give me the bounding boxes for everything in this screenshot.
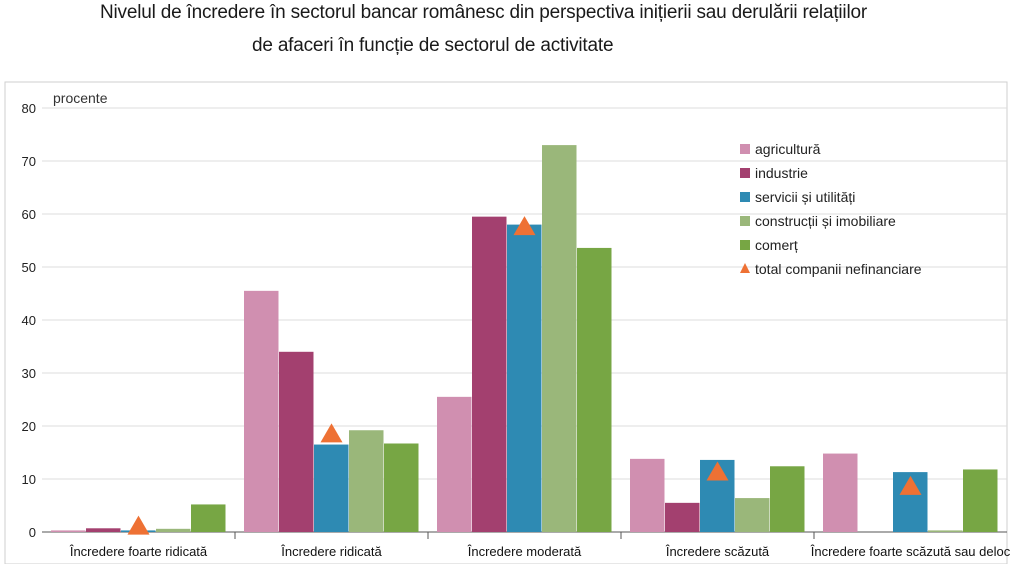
y-tick-label: 80 — [22, 101, 36, 116]
x-tick-label: Încredere moderată — [467, 544, 582, 559]
y-tick-label: 20 — [22, 419, 36, 434]
y-tick-label: 70 — [22, 154, 36, 169]
total-marker — [706, 461, 729, 481]
bar — [507, 224, 542, 532]
bar — [577, 247, 612, 533]
total-marker — [320, 423, 343, 443]
bar — [191, 504, 226, 532]
legend-swatch — [740, 240, 750, 250]
legend-marker — [740, 263, 750, 273]
bar — [665, 502, 700, 532]
total-marker — [127, 515, 150, 535]
legend-label: total companii nefinanciare — [755, 261, 922, 277]
y-tick-label: 40 — [22, 313, 36, 328]
total-marker — [899, 475, 922, 495]
x-tick-label: Încredere scăzută — [665, 544, 770, 559]
bar — [279, 351, 314, 532]
bar — [384, 443, 419, 532]
bar — [86, 528, 121, 532]
bar — [156, 528, 191, 532]
bar — [51, 530, 86, 532]
bar — [823, 453, 858, 532]
bar — [542, 145, 577, 532]
legend-swatch — [740, 192, 750, 202]
bar — [770, 466, 805, 532]
bar — [735, 498, 770, 532]
legend-swatch — [740, 144, 750, 154]
y-axis-label: procente — [53, 90, 108, 106]
legend-label: comerț — [755, 237, 798, 253]
bar — [963, 469, 998, 532]
y-tick-label: 10 — [22, 472, 36, 487]
legend-label: industrie — [755, 165, 808, 181]
chart-title-line-1: Nivelul de încredere în sectorul bancar … — [100, 2, 867, 23]
bar — [244, 290, 279, 532]
x-tick-label: Încredere ridicată — [280, 544, 382, 559]
legend-swatch — [740, 168, 750, 178]
bar — [630, 458, 665, 532]
y-tick-label: 0 — [29, 525, 36, 540]
y-tick-label: 60 — [22, 207, 36, 222]
legend-label: servicii și utilități — [755, 189, 855, 205]
legend-label: agricultură — [755, 141, 821, 157]
bar — [928, 530, 963, 532]
chart-title-line-2: de afaceri în funcție de sectorul de act… — [252, 35, 614, 56]
y-tick-label: 30 — [22, 366, 36, 381]
total-marker — [513, 216, 536, 236]
x-tick-label: Încredere foarte scăzută sau deloc — [810, 544, 1011, 559]
bar — [472, 216, 507, 532]
y-tick-label: 50 — [22, 260, 36, 275]
bar — [349, 430, 384, 532]
bar — [314, 444, 349, 532]
bar — [437, 396, 472, 532]
legend-label: construcții și imobiliare — [755, 213, 896, 229]
chart-title: Nivelul de încredere în sectorul bancar … — [0, 0, 1024, 70]
legend-swatch — [740, 216, 750, 226]
x-tick-label: Încredere foarte ridicată — [69, 544, 208, 559]
